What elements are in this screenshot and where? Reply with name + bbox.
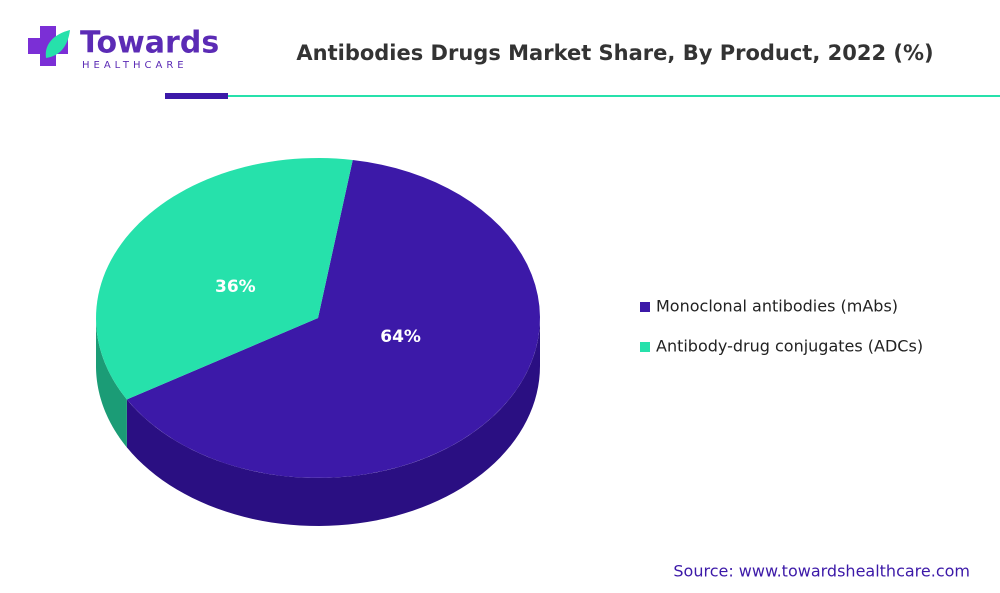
header-rule — [228, 95, 1000, 97]
slice — [126, 159, 540, 478]
brand-tagline: HEALTHCARE — [82, 60, 188, 71]
slice-side — [96, 318, 127, 448]
header-accent — [165, 93, 228, 99]
slice — [96, 158, 353, 400]
legend-swatch — [640, 342, 650, 352]
chart-title: Antibodies Drugs Market Share, By Produc… — [296, 41, 933, 65]
logo-leaf — [45, 30, 70, 58]
slice-side — [126, 318, 540, 526]
brand-name: Towards — [80, 26, 219, 61]
value-label: 36% — [215, 277, 256, 297]
source: Source: www.towardshealthcare.com — [673, 562, 970, 581]
legend-label: Antibody-drug conjugates (ADCs) — [656, 337, 923, 356]
legend-swatch — [640, 302, 650, 312]
legend-label: Monoclonal antibodies (mAbs) — [656, 297, 898, 316]
logo: Towards HEALTHCARE — [28, 26, 219, 71]
value-label: 64% — [380, 327, 421, 347]
